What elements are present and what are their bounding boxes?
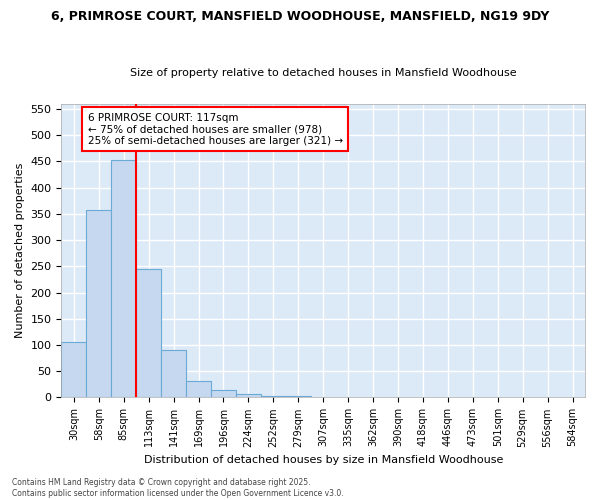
Bar (86, 210, 111, 398)
Y-axis label: Number of detached properties: Number of detached properties (15, 163, 25, 338)
Bar (136, 269, 161, 398)
Bar (211, 390, 236, 398)
Bar (311, 397, 335, 398)
Bar (61, 342, 86, 398)
Bar (286, 396, 311, 398)
Text: 6, PRIMROSE COURT, MANSFIELD WOODHOUSE, MANSFIELD, NG19 9DY: 6, PRIMROSE COURT, MANSFIELD WOODHOUSE, … (51, 10, 549, 23)
Bar (236, 394, 261, 398)
Title: Size of property relative to detached houses in Mansfield Woodhouse: Size of property relative to detached ho… (130, 68, 517, 78)
Bar (560, 397, 585, 398)
Bar (261, 396, 286, 398)
Bar (161, 350, 186, 398)
Text: Contains HM Land Registry data © Crown copyright and database right 2025.
Contai: Contains HM Land Registry data © Crown c… (12, 478, 344, 498)
Text: 6 PRIMROSE COURT: 117sqm
← 75% of detached houses are smaller (978)
25% of semi-: 6 PRIMROSE COURT: 117sqm ← 75% of detach… (88, 112, 343, 146)
Bar (186, 380, 211, 398)
Bar (111, 160, 136, 398)
X-axis label: Distribution of detached houses by size in Mansfield Woodhouse: Distribution of detached houses by size … (143, 455, 503, 465)
